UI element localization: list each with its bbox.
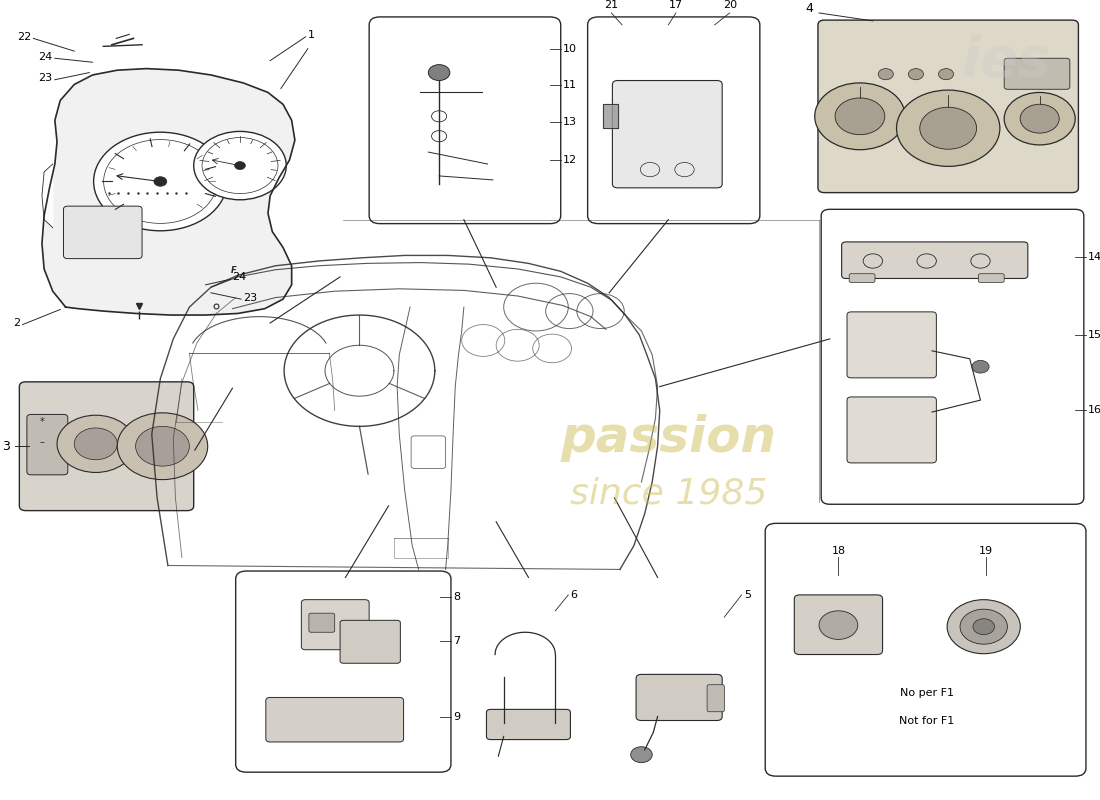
- FancyBboxPatch shape: [707, 685, 724, 712]
- Polygon shape: [603, 104, 618, 128]
- Text: 17: 17: [669, 0, 683, 10]
- Polygon shape: [42, 69, 295, 315]
- Text: 24: 24: [39, 52, 53, 62]
- Text: No per F1: No per F1: [900, 688, 954, 698]
- Circle shape: [938, 69, 954, 80]
- Text: passion: passion: [560, 414, 777, 462]
- FancyBboxPatch shape: [486, 710, 571, 739]
- Text: 6: 6: [571, 590, 578, 600]
- FancyBboxPatch shape: [309, 613, 334, 632]
- FancyBboxPatch shape: [301, 600, 370, 650]
- Circle shape: [1020, 104, 1059, 133]
- Circle shape: [960, 610, 1008, 644]
- Text: 5: 5: [744, 590, 750, 600]
- Text: 22: 22: [16, 32, 31, 42]
- FancyBboxPatch shape: [978, 274, 1004, 282]
- Text: 18: 18: [832, 546, 846, 556]
- FancyBboxPatch shape: [636, 674, 723, 721]
- Text: ies: ies: [960, 34, 1050, 88]
- Circle shape: [878, 69, 893, 80]
- Circle shape: [630, 746, 652, 762]
- FancyBboxPatch shape: [849, 274, 875, 282]
- Text: 15: 15: [1088, 330, 1100, 340]
- Text: 20: 20: [723, 0, 737, 10]
- Circle shape: [909, 69, 923, 80]
- Circle shape: [118, 413, 208, 480]
- Text: 3: 3: [2, 440, 10, 453]
- Text: 21: 21: [604, 0, 618, 10]
- Circle shape: [154, 177, 167, 186]
- FancyBboxPatch shape: [818, 20, 1078, 193]
- FancyBboxPatch shape: [1004, 58, 1070, 90]
- FancyBboxPatch shape: [847, 397, 936, 463]
- Text: 1: 1: [308, 30, 315, 40]
- FancyBboxPatch shape: [340, 620, 400, 663]
- Text: 8: 8: [453, 592, 460, 602]
- FancyBboxPatch shape: [847, 312, 936, 378]
- Circle shape: [94, 132, 227, 230]
- FancyBboxPatch shape: [26, 414, 68, 475]
- Circle shape: [835, 98, 884, 134]
- Circle shape: [815, 83, 905, 150]
- Text: *: *: [40, 418, 44, 427]
- Circle shape: [947, 600, 1021, 654]
- Text: 12: 12: [563, 155, 578, 165]
- Circle shape: [57, 415, 134, 473]
- Text: 14: 14: [1088, 252, 1100, 262]
- FancyBboxPatch shape: [842, 242, 1027, 278]
- Circle shape: [972, 360, 989, 373]
- Circle shape: [920, 107, 977, 150]
- FancyBboxPatch shape: [20, 382, 194, 510]
- FancyBboxPatch shape: [266, 698, 404, 742]
- Circle shape: [234, 162, 245, 170]
- Polygon shape: [42, 164, 53, 227]
- Circle shape: [1004, 93, 1075, 145]
- Circle shape: [74, 428, 118, 460]
- Text: 23: 23: [243, 293, 257, 302]
- Circle shape: [972, 618, 994, 634]
- Text: 4: 4: [806, 2, 814, 15]
- Text: 10: 10: [563, 44, 576, 54]
- Text: 24: 24: [232, 272, 246, 282]
- Text: 13: 13: [563, 117, 576, 127]
- Text: 23: 23: [39, 73, 53, 83]
- FancyBboxPatch shape: [613, 81, 723, 188]
- Circle shape: [820, 610, 858, 639]
- Circle shape: [896, 90, 1000, 166]
- Text: 16: 16: [1088, 406, 1100, 415]
- FancyBboxPatch shape: [64, 206, 142, 258]
- Text: 19: 19: [979, 546, 993, 556]
- Circle shape: [428, 65, 450, 81]
- Text: –: –: [40, 438, 44, 447]
- Circle shape: [194, 131, 286, 200]
- Text: 7: 7: [453, 636, 460, 646]
- Text: since 1985: since 1985: [570, 477, 767, 511]
- FancyBboxPatch shape: [794, 595, 882, 654]
- Text: Not for F1: Not for F1: [899, 715, 955, 726]
- Text: 11: 11: [563, 79, 576, 90]
- Text: 2: 2: [13, 318, 21, 328]
- Text: F: F: [231, 266, 236, 275]
- Circle shape: [135, 426, 189, 466]
- Text: 9: 9: [453, 711, 460, 722]
